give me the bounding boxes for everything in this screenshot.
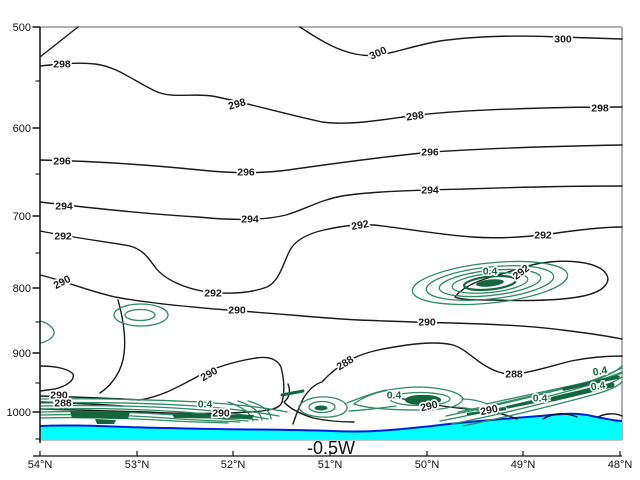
contour-label: 294 bbox=[55, 201, 73, 213]
y-tick-label: 1000 bbox=[7, 407, 31, 419]
green-band-lower-right bbox=[298, 365, 623, 427]
contour-label: 292 bbox=[534, 230, 552, 242]
plot-title: -0.5W bbox=[307, 438, 355, 458]
y-axis-ticks bbox=[32, 26, 40, 440]
y-tick-label: 800 bbox=[13, 283, 31, 295]
contour-label: 0.4 bbox=[483, 266, 498, 278]
contour-label: 292 bbox=[204, 288, 222, 300]
y-axis: 500 600 700 800 900 1000 bbox=[7, 22, 41, 443]
contour-label: 298 bbox=[406, 109, 425, 123]
contour-label: 290 bbox=[50, 390, 68, 402]
surface-shading bbox=[39, 412, 623, 440]
contour-label: 290 bbox=[52, 273, 73, 292]
y-tick-label: 600 bbox=[13, 123, 31, 135]
contour-288-main bbox=[292, 342, 623, 425]
surface-top-edge bbox=[39, 412, 623, 433]
y-tick-label: 500 bbox=[13, 22, 31, 34]
y-tick-label: 900 bbox=[13, 348, 31, 360]
x-axis-ticks bbox=[39, 451, 621, 456]
y-axis-tick-labels: 500 600 700 800 900 1000 bbox=[7, 22, 31, 419]
green-left-edge bbox=[39, 320, 55, 344]
contour-arc-1 bbox=[542, 413, 578, 420]
x-tick-label: 48°N bbox=[608, 459, 633, 471]
x-tick-label: 52°N bbox=[221, 459, 246, 471]
x-tick-label: 49°N bbox=[511, 459, 536, 471]
contour-290-dome bbox=[39, 356, 285, 415]
contour-label: 0.4 bbox=[387, 390, 402, 402]
contour-label: 298 bbox=[53, 59, 71, 71]
contour-arc-2 bbox=[597, 413, 623, 418]
x-tick-label: 54°N bbox=[28, 459, 53, 471]
contour-label: 288 bbox=[505, 369, 523, 381]
contour-label: 288 bbox=[335, 354, 356, 374]
x-tick-label: 53°N bbox=[125, 459, 150, 471]
contour-small-left bbox=[39, 365, 74, 392]
contour-300 bbox=[299, 26, 623, 57]
contour-300-left bbox=[39, 26, 79, 58]
contour-label: 300 bbox=[368, 44, 389, 62]
contour-label: 0.4 bbox=[590, 380, 606, 394]
contour-label: 290 bbox=[228, 305, 246, 317]
contour-label: 0.4 bbox=[198, 399, 213, 411]
green-blob-upper-right bbox=[411, 260, 569, 306]
contour-label: 0.4 bbox=[533, 393, 548, 405]
contour-label: 292 bbox=[54, 231, 72, 243]
x-tick-label: 50°N bbox=[415, 459, 440, 471]
contour-296 bbox=[39, 144, 623, 174]
contour-label: 290 bbox=[212, 408, 230, 420]
contour-label: 290 bbox=[479, 403, 499, 418]
contour-290 bbox=[39, 274, 623, 340]
contour-label: 0.4 bbox=[592, 364, 609, 378]
contour-label: 300 bbox=[554, 34, 572, 46]
contour-label: 292 bbox=[350, 218, 369, 233]
contour-label: 298 bbox=[227, 96, 247, 112]
contour-294 bbox=[39, 185, 623, 221]
x-tick-label: 51°N bbox=[318, 459, 343, 471]
contour-label: 294 bbox=[421, 185, 439, 197]
green-ellipse-mid-inner bbox=[124, 308, 156, 322]
x-axis-tick-labels: 54°N 53°N 52°N 51°N 50°N 49°N 48°N bbox=[28, 459, 633, 471]
black-contours bbox=[39, 26, 623, 425]
contour-labels: 300 300 298 298 298 298 296 296 296 294 294 294 292 2… bbox=[48, 32, 610, 422]
contour-label: 290 bbox=[418, 317, 436, 329]
green-ellipse-mid-outer bbox=[113, 303, 169, 327]
contour-label: 296 bbox=[421, 147, 439, 159]
contour-292 bbox=[39, 224, 623, 294]
contour-label: 288 bbox=[54, 398, 72, 410]
green-contours bbox=[39, 260, 623, 427]
contour-label: 294 bbox=[241, 214, 259, 226]
contour-label: 298 bbox=[591, 103, 609, 115]
y-tick-label: 700 bbox=[13, 211, 31, 223]
green-band-lower-left bbox=[39, 389, 305, 424]
contour-290-finger bbox=[99, 299, 126, 394]
x-axis: 54°N 53°N 52°N 51°N 50°N 49°N 48°N bbox=[28, 451, 633, 471]
surface-fill bbox=[40, 413, 622, 440]
contour-label: 296 bbox=[237, 167, 255, 179]
contour-label: 296 bbox=[53, 156, 71, 168]
contour-298 bbox=[39, 62, 623, 124]
